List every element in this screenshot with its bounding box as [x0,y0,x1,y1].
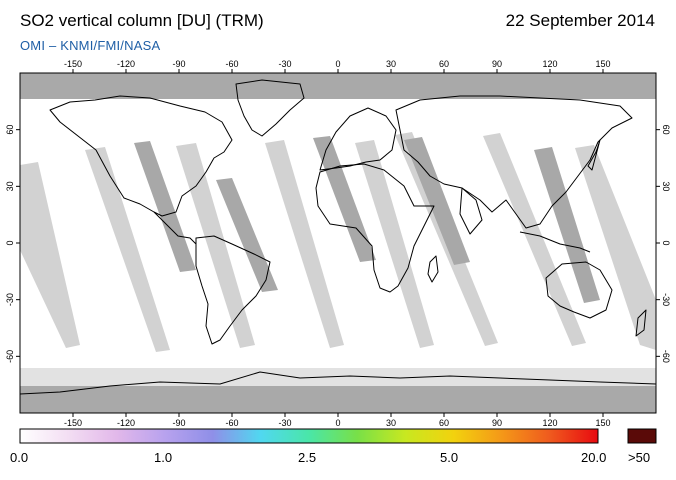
north-polar-cap [20,73,656,99]
colorbar-label: 1.0 [154,450,173,465]
coastlines [20,79,656,395]
orbit-overlap [404,137,470,265]
lat-tick-label: -30 [661,293,671,306]
lon-tick-label: 0 [335,418,340,428]
orbit-gap [355,140,434,348]
lon-tick-label: -30 [278,418,291,428]
lon-tick-label: 0 [335,59,340,69]
orbit-overlaps [134,136,600,303]
orbit-gap [20,162,80,348]
lon-tick-label: -150 [64,418,82,428]
lon-tick-label: 120 [542,418,557,428]
map-content [20,73,656,413]
coast-japan [587,139,601,171]
lat-tick-label: -60 [661,350,671,363]
lat-tick-label: 30 [5,181,15,191]
coast-madagascar [427,255,439,283]
coast-south-america [195,235,271,345]
lat-tick-label: -30 [5,293,15,306]
colorbar-label: 20.0 [581,450,607,465]
coast-australia [545,261,613,319]
lat-tick-label: 0 [5,240,15,245]
colorbar-label: 2.5 [298,450,317,465]
orbit-overlap [216,178,278,292]
lon-tick-label: -30 [278,59,291,69]
coast-indonesia [519,231,591,253]
orbit-gap [85,147,170,352]
lat-tick-label: 0 [661,240,671,245]
lon-tick-label: -150 [64,59,82,69]
coast-new-zealand [635,309,647,337]
lon-tick-label: 150 [595,59,610,69]
lat-tick-label: -60 [5,350,15,363]
coast-greenland [235,79,305,137]
colorbar-label: 5.0 [440,450,459,465]
lon-tick-label: -60 [225,59,238,69]
lon-tick-label: -60 [225,418,238,428]
lon-tick-label: 30 [386,59,396,69]
orbit-gap [575,145,656,350]
lon-tick-label: 120 [542,59,557,69]
coast-africa [315,163,435,293]
lon-tick-label: -90 [172,418,185,428]
top-lon-ticks: -150 -120 -90 -60 -30 0 30 60 90 120 150 [64,59,611,73]
lon-tick-label: 60 [439,59,449,69]
data-credit: OMI – KNMI/FMI/NASA [20,38,161,53]
lat-tick-label: 60 [5,125,15,135]
map-title: SO2 vertical column [DU] (TRM) [20,11,264,30]
colorbar-over-label: >50 [628,450,651,465]
lon-tick-label: 30 [386,418,396,428]
lon-tick-label: 90 [492,59,502,69]
south-light-band [20,368,656,386]
colorbar [19,428,599,444]
orbit-gaps [20,132,656,352]
left-lat-ticks: 60 30 0 -30 -60 [5,125,20,363]
right-lat-ticks: 60 30 0 -30 -60 [656,125,671,363]
orbit-overlap [534,147,600,303]
coast-north-america [49,95,233,217]
coast-antarctica [20,371,656,395]
bottom-lon-ticks: -150 -120 -90 -60 -30 0 30 60 90 120 150 [64,413,611,428]
orbit-gap [265,140,344,348]
south-polar-cap [20,386,656,413]
lon-tick-label: -90 [172,59,185,69]
lon-tick-label: -120 [117,59,135,69]
coast-india [459,187,483,235]
colorbar-label: 0.0 [10,450,29,465]
lat-tick-label: 30 [661,181,671,191]
orbit-gap [176,143,255,348]
colorbar-over-swatch [627,428,657,444]
orbit-overlap [134,141,196,272]
map-date: 22 September 2014 [505,11,655,30]
map-frame [20,73,656,413]
lat-tick-label: 60 [661,125,671,135]
coast-asia [395,95,633,229]
lon-tick-label: 150 [595,418,610,428]
orbit-gap [483,133,586,346]
lon-tick-label: -120 [117,418,135,428]
coast-europe [319,107,397,171]
lon-tick-label: 90 [492,418,502,428]
lon-tick-label: 60 [439,418,449,428]
coast-central-america [153,211,197,245]
orbit-overlap [313,136,376,262]
